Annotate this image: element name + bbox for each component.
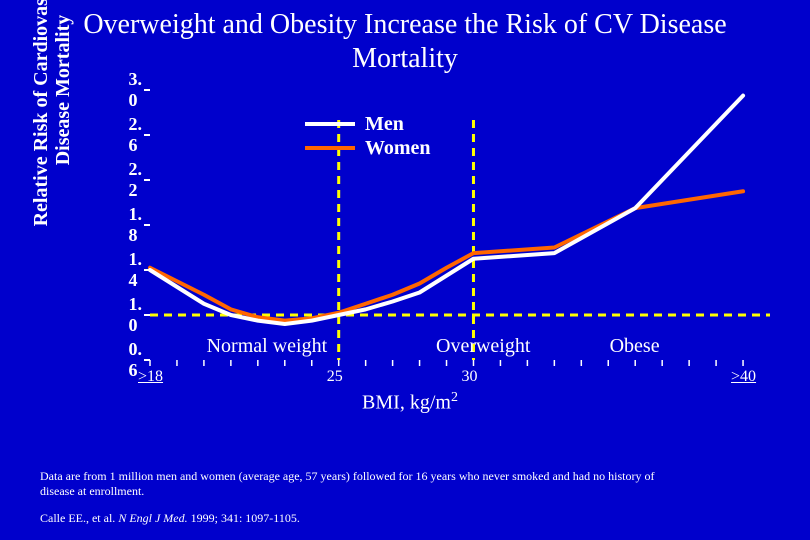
x-axis-label-text: BMI, kg/m (362, 392, 451, 414)
legend-women-swatch (305, 146, 355, 150)
category-label: Overweight (436, 335, 530, 358)
citation-text: Calle EE., et al. N Engl J Med. 1999; 34… (40, 511, 300, 526)
legend: Men Women (305, 112, 431, 160)
y-tick-label: 1. 8 (129, 204, 143, 246)
x-tick-label: >40 (731, 368, 756, 386)
category-label: Normal weight (207, 335, 328, 358)
legend-men-swatch (305, 122, 355, 126)
y-tick-label: 2. 2 (129, 159, 143, 201)
slide-title: Overweight and Obesity Increase the Risk… (0, 0, 810, 75)
legend-men-label: Men (365, 113, 404, 136)
category-label: Obese (610, 335, 660, 358)
legend-women: Women (305, 136, 431, 160)
x-axis-label: BMI, kg/m2 (40, 390, 780, 415)
x-tick-label: 25 (327, 368, 343, 386)
plot-area: Men Women 0. 61. 01. 41. 82. 22. 63. 0>1… (150, 90, 770, 360)
legend-men: Men (305, 112, 431, 136)
x-tick-label: >18 (138, 368, 163, 386)
y-tick-label: 1. 0 (129, 294, 143, 336)
y-tick-label: 1. 4 (129, 249, 143, 291)
chart-area: Relative Risk of Cardiovascular Disease … (40, 90, 780, 410)
legend-women-label: Women (365, 137, 431, 160)
y-tick-label: 3. 0 (129, 69, 143, 111)
footnote-text: Data are from 1 million men and women (a… (40, 469, 660, 500)
y-axis-label: Relative Risk of Cardiovascular Disease … (30, 0, 74, 230)
y-tick-label: 2. 6 (129, 114, 143, 156)
x-tick-label: 30 (461, 368, 477, 386)
x-axis-label-sup: 2 (451, 390, 458, 405)
